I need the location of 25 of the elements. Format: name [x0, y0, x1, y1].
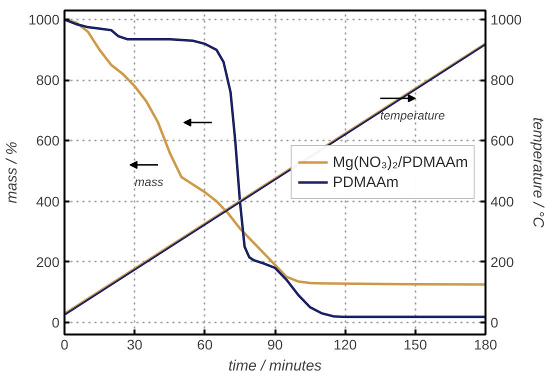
- y-tick-label: 1000: [28, 12, 60, 28]
- y-tick-label: 800: [36, 72, 60, 88]
- x-tick-label: 150: [404, 336, 428, 352]
- y-tick-label: 400: [36, 193, 60, 210]
- annotation: temperature: [380, 108, 446, 123]
- x-axis-title: time / minutes: [228, 358, 322, 374]
- y2-tick-label: 0: [490, 314, 498, 330]
- y2-tick-label: 800: [490, 72, 514, 88]
- x-tick-label: 90: [267, 336, 283, 352]
- y2-tick-label: 600: [490, 132, 514, 149]
- x-tick-label: 120: [333, 336, 358, 352]
- y2-axis-title: temperature / °C: [530, 117, 547, 228]
- legend-label: Mg(NO₃)₂/PDMAAm: [332, 154, 468, 170]
- y-tick-label: 200: [36, 254, 60, 270]
- y2-tick-label: 400: [490, 193, 514, 210]
- annotation: mass: [134, 175, 164, 190]
- x-tick-label: 30: [126, 336, 143, 352]
- legend-label: PDMAAm: [332, 174, 399, 190]
- y-tick-label: 0: [52, 314, 60, 330]
- x-tick-label: 60: [197, 336, 213, 352]
- y-axis-title: mass / %: [3, 142, 20, 204]
- y2-tick-label: 200: [490, 254, 514, 270]
- x-tick-label: 180: [474, 336, 498, 352]
- y2-tick-label: 1000: [490, 12, 522, 28]
- y-tick-label: 600: [36, 132, 60, 149]
